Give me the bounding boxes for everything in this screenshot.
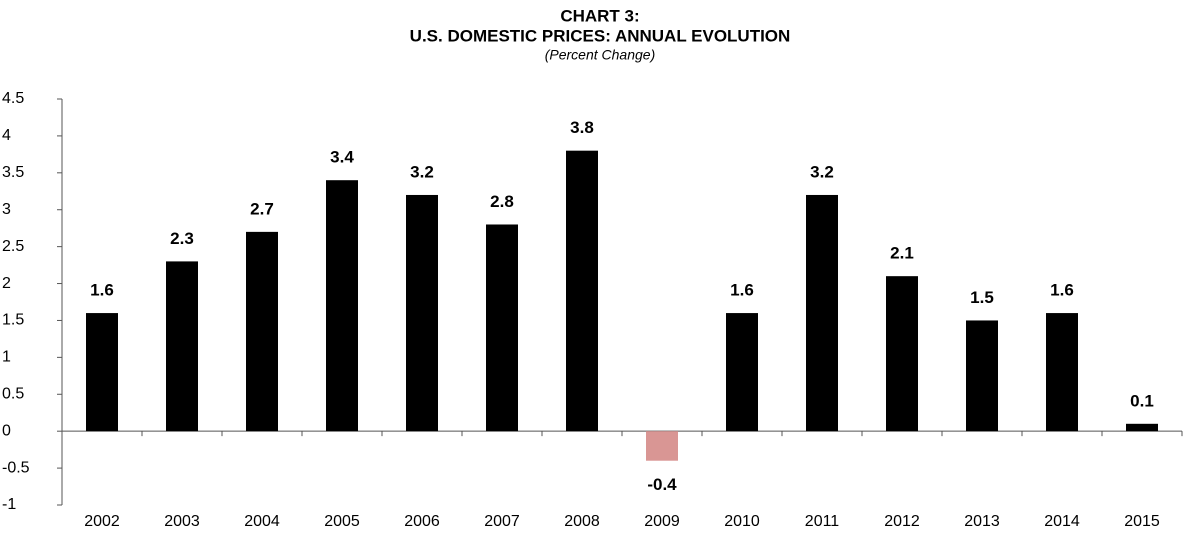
bar <box>86 313 118 432</box>
bar <box>886 276 918 432</box>
value-label: 3.4 <box>330 148 354 167</box>
bar <box>326 180 358 432</box>
x-tick-label: 2005 <box>324 513 360 530</box>
chart-title: CHART 3: <box>560 6 639 25</box>
bar <box>646 431 678 461</box>
y-tick-label: 0.5 <box>2 385 24 402</box>
value-label: -0.4 <box>647 475 677 494</box>
y-tick-label: 2 <box>2 275 11 292</box>
bar <box>486 224 518 432</box>
value-label: 2.3 <box>170 229 194 248</box>
x-tick-label: 2008 <box>564 513 600 530</box>
x-tick-label: 2003 <box>164 513 200 530</box>
value-label: 1.6 <box>90 281 114 300</box>
x-tick-label: 2006 <box>404 513 440 530</box>
bar <box>246 231 278 432</box>
bar <box>966 320 998 432</box>
value-label: 3.2 <box>410 162 434 181</box>
y-tick-label: 1 <box>2 349 11 366</box>
value-label: 1.6 <box>1050 281 1074 300</box>
bar <box>566 150 598 432</box>
x-tick-label: 2009 <box>644 513 680 530</box>
y-tick-label: 0 <box>2 422 11 439</box>
x-tick-label: 2007 <box>484 513 520 530</box>
x-tick-label: 2011 <box>805 513 840 530</box>
y-tick-label: -0.5 <box>2 459 30 476</box>
y-tick-label: 3 <box>2 201 11 218</box>
bar <box>1046 313 1078 432</box>
y-tick-label: 3.5 <box>2 164 24 181</box>
bar <box>1126 423 1158 432</box>
value-label: 1.6 <box>730 281 754 300</box>
y-tick-label: 2.5 <box>2 238 24 255</box>
x-tick-label: 2012 <box>884 513 920 530</box>
bar <box>406 194 438 432</box>
x-tick-label: 2014 <box>1044 513 1080 530</box>
bar <box>726 313 758 432</box>
value-label: 0.1 <box>1130 391 1154 410</box>
y-tick-label: 4 <box>2 127 11 144</box>
value-label: 2.1 <box>890 244 914 263</box>
y-tick-label: -1 <box>2 496 16 513</box>
value-label: 3.8 <box>570 118 594 137</box>
x-tick-label: 2015 <box>1124 513 1160 530</box>
chart-title: U.S. DOMESTIC PRICES: ANNUAL EVOLUTION <box>410 26 791 45</box>
bar <box>166 261 198 432</box>
x-tick-label: 2013 <box>964 513 1000 530</box>
x-tick-label: 2004 <box>244 513 280 530</box>
value-label: 3.2 <box>810 162 834 181</box>
bar <box>806 194 838 432</box>
x-tick-label: 2010 <box>724 513 760 530</box>
value-label: 2.8 <box>490 192 514 211</box>
chart-subtitle: (Percent Change) <box>545 47 656 63</box>
y-tick-label: 1.5 <box>2 312 24 329</box>
y-tick-label: 4.5 <box>2 90 24 107</box>
value-label: 1.5 <box>970 288 994 307</box>
value-label: 2.7 <box>250 199 274 218</box>
x-tick-label: 2002 <box>84 513 120 530</box>
